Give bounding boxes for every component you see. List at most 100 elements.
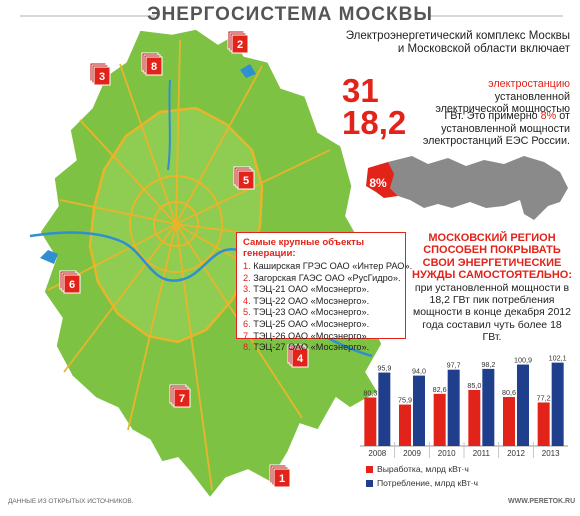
bar-value-label: 75,9	[398, 396, 412, 405]
objects-list-num: 6.	[243, 318, 254, 329]
station-marker-1: 1	[269, 464, 291, 488]
stations-stat: 31 электростанцию установленной электрич…	[342, 72, 574, 115]
station-marker-label: 1	[279, 473, 285, 485]
objects-list-item: 3. ТЭЦ-21 ОАО «Мосэнерго».	[243, 284, 399, 296]
bar-value-label: 100,9	[514, 356, 532, 365]
station-marker-label: 6	[69, 279, 75, 291]
objects-list-num: 1.	[243, 261, 254, 271]
power-stat: 18,2 ГВт. Это примерно 8% от установленн…	[342, 104, 574, 147]
moscow-region-highlight	[366, 162, 398, 198]
bar-production-2008	[364, 397, 377, 446]
bar-consumption-2008	[378, 372, 391, 446]
objects-list-text: ТЭЦ-27 ОАО «Мосэнерго».	[253, 342, 370, 353]
bar-production-2011	[468, 390, 481, 446]
russia-map: 8%	[366, 156, 568, 220]
bar-value-label: 80,6	[502, 388, 516, 397]
stations-caption-text: установленной электрической мощностью	[435, 90, 570, 116]
station-marker-7: 7	[169, 384, 191, 408]
bar-consumption-2013	[551, 362, 564, 446]
page-title: ЭНЕРГОСИСТЕМА МОСКВЫ	[147, 4, 433, 25]
objects-list-text: ТЭЦ-21 ОАО «Мосэнерго».	[253, 284, 370, 295]
stations-caption-highlight: электростанцию	[488, 78, 570, 90]
legend-label-consumption: Потребление, млрд кВт·ч	[377, 478, 478, 488]
objects-list-item: 6. ТЭЦ-25 ОАО «Мосэнерго».	[243, 319, 399, 331]
bar-production-2012	[503, 397, 515, 446]
bar-value-label: 97,7	[447, 361, 461, 370]
bar-value-label: 82,6	[433, 385, 447, 394]
x-tick-label: 2008	[368, 449, 386, 458]
footer-site: WWW.PERETOK.RU	[508, 498, 576, 505]
bar-consumption-2011	[482, 368, 495, 446]
bar-production-2013	[537, 402, 550, 446]
objects-list-text: ТЭЦ-25 ОАО «Мосэнерго».	[253, 318, 370, 329]
x-tick-label: 2010	[438, 449, 456, 458]
title-rule-right	[428, 15, 563, 17]
region-text: при установленной мощности в 18,2 ГВт пи…	[412, 281, 571, 344]
station-marker-label: 8	[151, 61, 157, 73]
russia-pct-label: 8%	[369, 176, 387, 190]
objects-list-num: 8.	[243, 342, 254, 353]
objects-list-num: 4.	[243, 295, 254, 306]
stations-count: 31	[342, 72, 379, 109]
objects-list-text: ТЭЦ-22 ОАО «Мосэнерго».	[253, 295, 370, 306]
station-marker-3: 3	[89, 62, 111, 86]
title-rule-left	[20, 15, 155, 17]
station-marker-5: 5	[233, 166, 255, 190]
bar-value-label: 80,3	[363, 389, 377, 398]
bar-consumption-2009	[413, 375, 425, 446]
objects-list-num: 7.	[243, 330, 254, 341]
power-caption-gw: ГВт. Это примерно	[444, 110, 538, 122]
objects-list: 1. Каширская ГРЭС ОАО «Интер РАО». 2. Заг…	[243, 261, 412, 354]
bar-consumption-2012	[517, 364, 529, 446]
legend-swatch-production	[366, 466, 373, 473]
objects-list-item: 2. Загорская ГАЭС ОАО «РусГидро».	[243, 272, 401, 285]
footer-source: ДАННЫЕ ИЗ ОТКРЫТЫХ ИСТОЧНИКОВ.	[8, 498, 134, 505]
station-marker-6: 6	[59, 270, 81, 294]
objects-list-text: Загорская ГАЭС ОАО «РусГидро».	[253, 272, 401, 283]
bar-value-label: 85,0	[467, 381, 481, 390]
objects-list-num: 2.	[243, 272, 254, 283]
power-caption-text: от установленной мощности электростанций…	[422, 110, 570, 147]
intro-text: Электроэнергетический комплекс Москвы и …	[345, 30, 570, 55]
bar-production-2009	[399, 404, 411, 446]
objects-list-item: 5. ТЭЦ-23 ОАО «Мосэнерго».	[243, 307, 399, 319]
objects-list-text: Каширская ГРЭС ОАО «Интер РАО».	[253, 261, 413, 271]
bar-consumption-2010	[447, 369, 460, 446]
x-tick-label: 2011	[473, 449, 491, 458]
station-marker-label: 7	[179, 393, 185, 405]
objects-list-text: ТЭЦ-26 ОАО «Мосэнерго».	[253, 330, 370, 341]
bar-production-2010	[433, 393, 446, 446]
station-marker-label: 4	[297, 353, 304, 365]
region-heading: МОСКОВСКИЙ РЕГИОН СПОСОБЕН ПОКРЫВАТЬ СВО…	[412, 232, 572, 282]
station-marker-label: 2	[237, 39, 243, 51]
station-marker-4: 4	[287, 344, 309, 368]
bar-value-label: 77,2	[537, 393, 551, 402]
objects-list-item: 4. ТЭЦ-22 ОАО «Мосэнерго».	[243, 296, 399, 308]
legend-label-production: Выработка, млрд кВт·ч	[377, 464, 469, 474]
station-marker-8: 8	[141, 52, 163, 76]
objects-list-num: 5.	[243, 307, 254, 318]
objects-list-item: 7. ТЭЦ-26 ОАО «Мосэнерго».	[243, 331, 399, 343]
station-marker-2: 2	[227, 30, 249, 54]
objects-list-num: 3.	[243, 284, 254, 295]
legend-swatch-consumption	[366, 480, 373, 487]
power-caption: ГВт. Это примерно 8% от установленной мо…	[420, 110, 570, 148]
russia-shape	[388, 156, 568, 220]
power-value: 18,2	[342, 104, 407, 141]
region-note: МОСКОВСКИЙ РЕГИОН СПОСОБЕН ПОКРЫВАТЬ СВО…	[412, 232, 572, 344]
objects-list-item: 1. Каширская ГРЭС ОАО «Интер РАО».	[243, 261, 412, 273]
garden-ring	[129, 175, 223, 273]
generation-objects-box: Самые крупные объекты генерации: 1. Каши…	[236, 232, 412, 352]
canal	[167, 79, 171, 171]
bar-value-label: 102,1	[549, 354, 567, 363]
x-tick-label: 2009	[403, 449, 421, 458]
objects-list-text: ТЭЦ-23 ОАО «Мосэнерго».	[253, 307, 370, 318]
legend-item-production: Выработка, млрд кВт·ч	[366, 464, 469, 474]
objects-list-item: 8. ТЭЦ-27 ОАО «Мосэнерго».	[243, 342, 399, 354]
bar-value-label: 98,2	[481, 360, 495, 369]
x-tick-label: 2012	[507, 449, 525, 458]
station-marker-label: 5	[243, 175, 249, 187]
power-caption-pct: 8%	[540, 110, 557, 122]
energy-bar-chart: 80,3 95,9 2008 75,9 94,0 2009 82,6 97,7 2010 85,0…	[360, 354, 568, 458]
stations-caption: электростанцию установленной электрическ…	[420, 78, 570, 116]
